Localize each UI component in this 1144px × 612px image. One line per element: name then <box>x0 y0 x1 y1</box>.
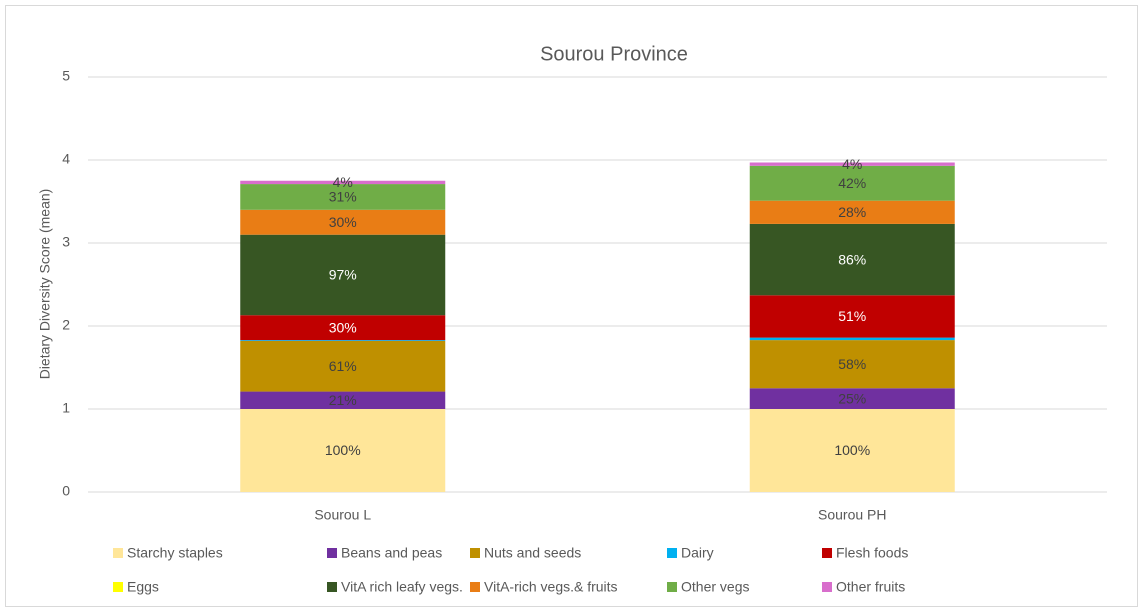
bar-segment <box>749 295 955 338</box>
legend-swatch <box>113 582 123 592</box>
legend-swatch <box>667 548 677 558</box>
bar-segment <box>749 223 955 296</box>
bar-segment <box>240 391 446 409</box>
bar-segment <box>749 165 955 201</box>
legend-swatch <box>822 582 832 592</box>
bar-segment <box>749 200 955 224</box>
y-tick-label: 4 <box>62 151 70 167</box>
data-label: 100% <box>834 442 870 458</box>
bar-segment <box>749 337 955 341</box>
x-tick-label: Sourou PH <box>818 507 886 523</box>
bar-segment <box>749 388 955 409</box>
data-label: 51% <box>838 308 866 324</box>
legend-label: Nuts and seeds <box>484 545 581 561</box>
legend-swatch <box>113 548 123 558</box>
bar-segment <box>240 340 446 392</box>
data-label: 30% <box>329 319 357 335</box>
data-label: 21% <box>329 392 357 408</box>
chart-title: Sourou Province <box>540 43 688 65</box>
data-label: 58% <box>838 356 866 372</box>
legend-swatch <box>822 548 832 558</box>
data-label: 86% <box>838 251 866 267</box>
bar-segment <box>240 409 446 492</box>
data-label: 97% <box>329 267 357 283</box>
bar-segment <box>240 234 446 316</box>
y-tick-label: 1 <box>62 400 70 416</box>
bar-segment <box>749 340 955 389</box>
data-label: 4% <box>842 156 862 172</box>
y-tick-label: 5 <box>62 68 70 84</box>
data-label: 31% <box>329 189 357 205</box>
legend-label: VitA rich leafy vegs. <box>341 579 463 595</box>
bar-segment <box>240 184 446 210</box>
chart-frame <box>5 5 1138 607</box>
data-label: 30% <box>329 214 357 230</box>
legend-label: VitA-rich vegs.& fruits <box>484 579 618 595</box>
data-label: 42% <box>838 175 866 191</box>
y-tick-label: 0 <box>62 483 70 499</box>
legend-swatch <box>470 582 480 592</box>
data-label: 4% <box>333 174 353 190</box>
legend-label: Dairy <box>681 545 714 561</box>
bar-segment <box>240 340 446 341</box>
legend-swatch <box>327 548 337 558</box>
legend-swatch <box>667 582 677 592</box>
data-label: 61% <box>329 358 357 374</box>
bar-segment <box>240 209 446 235</box>
legend-label: Eggs <box>127 579 159 595</box>
legend-swatch <box>327 582 337 592</box>
legend-label: Other fruits <box>836 579 905 595</box>
legend-label: Flesh foods <box>836 545 908 561</box>
y-tick-label: 2 <box>62 317 70 333</box>
x-tick-label: Sourou L <box>314 507 371 523</box>
bar-segment <box>240 315 446 341</box>
legend-label: Beans and peas <box>341 545 442 561</box>
y-tick-label: 3 <box>62 234 70 250</box>
data-label: 25% <box>838 390 866 406</box>
legend-swatch <box>470 548 480 558</box>
y-axis-label: Dietary Diversity Score (mean) <box>37 189 53 380</box>
bar-segment <box>749 409 955 492</box>
data-label: 100% <box>325 442 361 458</box>
bar-segment <box>749 162 955 166</box>
legend-label: Starchy staples <box>127 545 223 561</box>
bar-segment <box>240 180 446 185</box>
legend-label: Other vegs <box>681 579 749 595</box>
data-label: 28% <box>838 204 866 220</box>
